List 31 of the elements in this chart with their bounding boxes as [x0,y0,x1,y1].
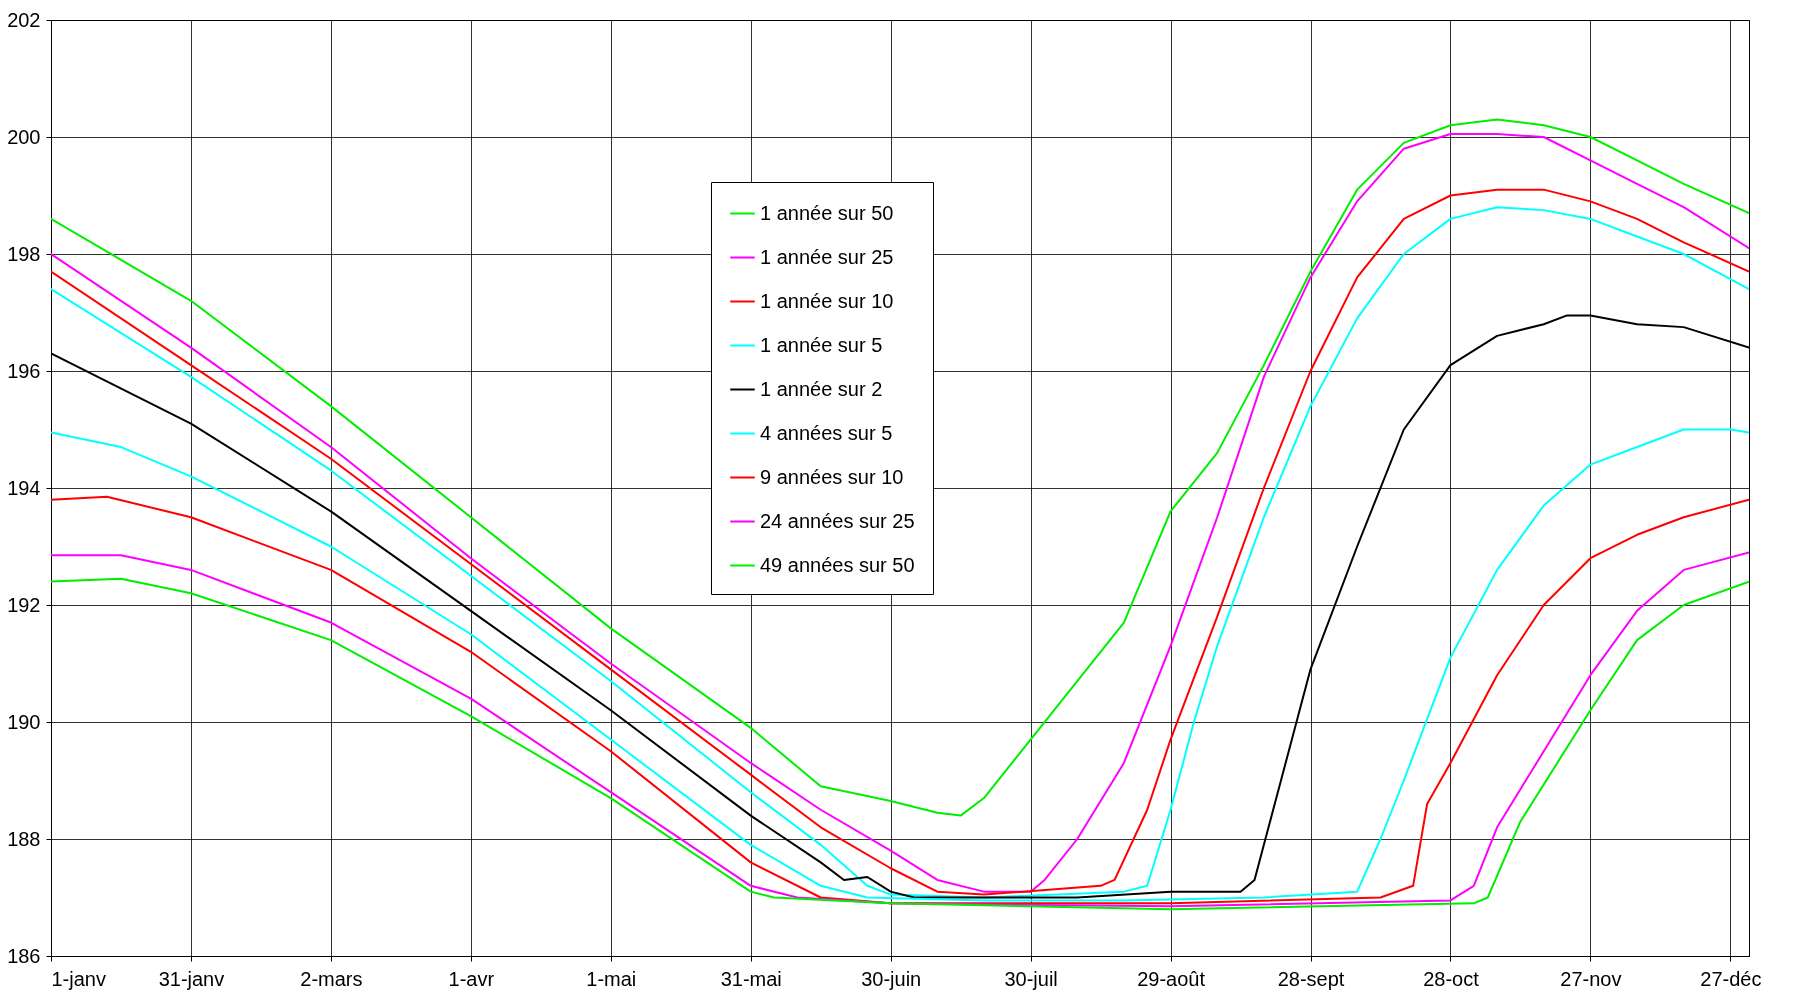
y-tick-label: 198 [7,242,41,265]
x-tick-label: 27-déc [1700,967,1762,990]
legend-label: 49 années sur 50 [760,553,915,576]
x-tick-label: 28-oct [1423,967,1480,990]
y-tick-label: 202 [7,8,41,31]
x-tick-label: 28-sept [1277,967,1345,990]
y-tick-label: 194 [7,476,41,499]
legend-label: 1 année sur 25 [760,245,894,268]
legend-label: 1 année sur 5 [760,333,883,356]
x-tick-label: 1-avr [448,967,495,990]
y-tick-label: 192 [7,593,41,616]
legend-label: 1 année sur 2 [760,377,883,400]
legend-label: 1 année sur 50 [760,201,894,224]
x-tick-label: 27-nov [1560,967,1622,990]
x-tick-label: 1-mai [586,967,637,990]
x-tick-label: 29-août [1137,967,1206,990]
legend-label: 1 année sur 10 [760,289,894,312]
x-tick-label: 31-janv [158,967,225,990]
legend-label: 24 années sur 25 [760,509,915,532]
x-tick-label: 31-mai [720,967,782,990]
x-tick-label: 30-juil [1004,967,1058,990]
y-tick-label: 200 [7,125,41,148]
legend-label: 9 années sur 10 [760,465,904,488]
x-tick-label: 2-mars [300,967,363,990]
y-tick-label: 196 [7,359,41,382]
y-tick-label: 186 [7,944,41,967]
y-tick-label: 188 [7,827,41,850]
x-tick-label: 30-juin [861,967,922,990]
y-tick-label: 190 [7,710,41,733]
legend-label: 4 années sur 5 [760,421,893,444]
x-tick-label: 1-janv [51,967,106,990]
